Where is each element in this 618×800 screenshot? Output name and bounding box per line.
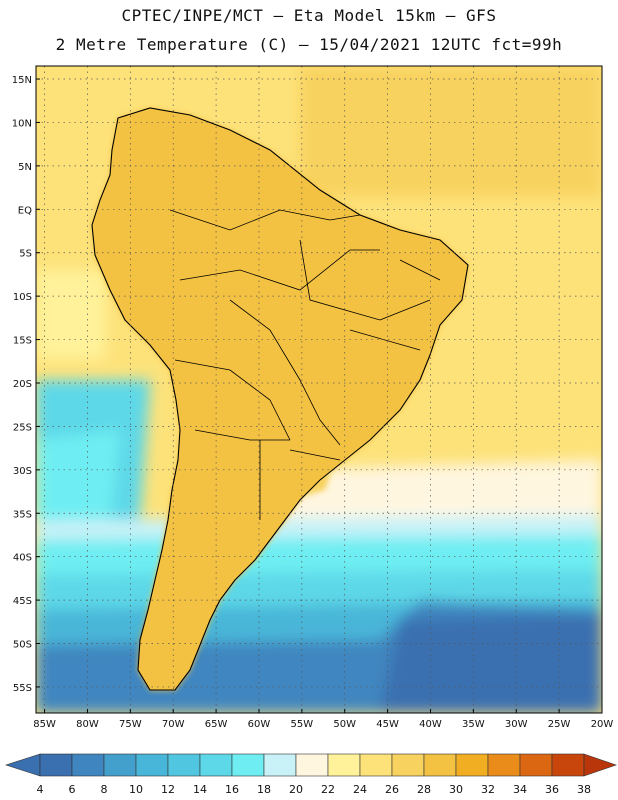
- colorbar-label: 38: [577, 783, 591, 796]
- colorbar-label: 14: [193, 783, 207, 796]
- lon-label: 45W: [376, 719, 399, 730]
- colorbar-swatch: [167, 753, 201, 777]
- colorbar-label: 10: [129, 783, 143, 796]
- map-frame: [35, 65, 603, 714]
- colorbar-swatch: [327, 753, 361, 777]
- colorbar-label: 24: [353, 783, 367, 796]
- colorbar-swatch: [71, 753, 105, 777]
- lat-label: 15N: [12, 75, 32, 86]
- latitude-labels: 15N 10N 5N EQ 5S 10S 15S 20S 25S 30S 35S 40S 45S 50S 5…: [12, 75, 32, 694]
- colorbar-label: 12: [161, 783, 175, 796]
- colorbar-label: 34: [513, 783, 527, 796]
- colorbar: 4 6 8 10 12 14 16 18 20 22 24 26 28 30 32 34 36 38: [5, 753, 617, 796]
- lat-label: EQ: [18, 205, 32, 216]
- lon-label: 30W: [505, 719, 528, 730]
- colorbar-high-arrow: [583, 753, 617, 777]
- colorbar-swatch: [359, 753, 393, 777]
- temperature-field: [36, 66, 602, 713]
- lat-label: 10S: [13, 292, 32, 303]
- lon-label: 25W: [548, 719, 571, 730]
- colorbar-swatch: [295, 753, 329, 777]
- lon-label: 40W: [419, 719, 442, 730]
- colorbar-swatch: [103, 753, 137, 777]
- lat-label: 10N: [12, 118, 32, 129]
- colorbar-swatch: [135, 753, 169, 777]
- colorbar-label: 36: [545, 783, 559, 796]
- lon-label: 20W: [591, 719, 614, 730]
- map-title-line-1: CPTEC/INPE/MCT – Eta Model 15km – GFS: [121, 6, 497, 25]
- lon-label: 80W: [76, 719, 99, 730]
- colorbar-low-arrow: [5, 753, 41, 777]
- lon-label: 85W: [33, 719, 56, 730]
- lat-label: 20S: [13, 379, 32, 390]
- longitude-labels: 85W 80W 75W 70W 65W 60W 55W 50W 45W 40W 35W 30W 25W 2…: [33, 719, 613, 730]
- colorbar-swatch: [39, 753, 73, 777]
- lon-label: 70W: [162, 719, 185, 730]
- colorbar-swatch: [231, 753, 265, 777]
- colorbar-swatch: [199, 753, 233, 777]
- lat-label: 40S: [13, 553, 32, 564]
- lat-label: 55S: [13, 683, 32, 694]
- lat-label: 5S: [19, 249, 32, 260]
- map-title-line-2: 2 Metre Temperature (C) – 15/04/2021 12U…: [55, 35, 563, 54]
- colorbar-label: 26: [385, 783, 399, 796]
- lat-label: 50S: [13, 640, 32, 651]
- colorbar-label: 22: [321, 783, 335, 796]
- colorbar-label: 20: [289, 783, 303, 796]
- colorbar-label: 6: [69, 783, 76, 796]
- country-borders: [169, 209, 441, 520]
- colorbar-swatch: [487, 753, 521, 777]
- lon-label: 55W: [291, 719, 314, 730]
- colorbar-swatch: [455, 753, 489, 777]
- lon-label: 35W: [462, 719, 485, 730]
- lon-label: 60W: [248, 719, 271, 730]
- colorbar-swatch: [423, 753, 457, 777]
- colorbar-label: 16: [225, 783, 239, 796]
- lat-label: 25S: [13, 422, 32, 433]
- colorbar-label: 18: [257, 783, 271, 796]
- colorbar-swatch: [519, 753, 553, 777]
- colorbar-label: 32: [481, 783, 495, 796]
- colorbar-label: 30: [449, 783, 463, 796]
- lat-label: 15S: [13, 336, 32, 347]
- lon-label: 75W: [119, 719, 142, 730]
- lat-label: 45S: [13, 596, 32, 607]
- colorbar-label: 4: [37, 783, 44, 796]
- lat-label: 30S: [13, 466, 32, 477]
- colorbar-label: 8: [101, 783, 108, 796]
- colorbar-swatch: [391, 753, 425, 777]
- colorbar-label: 28: [417, 783, 431, 796]
- lon-label: 50W: [333, 719, 356, 730]
- lon-label: 65W: [205, 719, 228, 730]
- lat-label: 35S: [13, 509, 32, 520]
- colorbar-swatch: [263, 753, 297, 777]
- lat-label: 5N: [18, 162, 32, 173]
- colorbar-swatch: [551, 753, 585, 777]
